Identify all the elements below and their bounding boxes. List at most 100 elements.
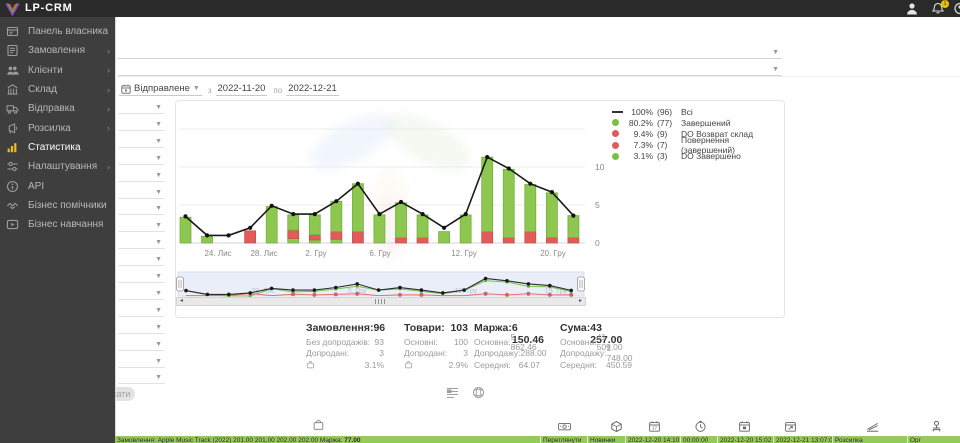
- side-filter-select-7[interactable]: ▼: [118, 199, 165, 216]
- scroll-left-icon[interactable]: ◂: [179, 298, 183, 304]
- legend-item[interactable]: 3.1% (3) DO Завершено: [612, 151, 784, 162]
- side-filter-select-11[interactable]: ▼: [118, 267, 165, 283]
- svg-text:24. Лис: 24. Лис: [204, 249, 231, 258]
- chart-navigator[interactable]: 28. Лис 5. Гру 12. Гру 19. Гру: [176, 270, 588, 298]
- section-divider: [115, 76, 960, 77]
- user-icon[interactable]: [905, 2, 919, 15]
- summary-group-4: Сума: 43 257.00 Основна: 41 509.00 Допродажу…: [560, 322, 633, 371]
- summary-row-value: 3: [463, 348, 468, 359]
- sidebar-item-owner-panel[interactable]: Панель власника: [0, 22, 115, 41]
- app-logo[interactable]: LP-CRM: [5, 1, 73, 16]
- legend-percent: 100%: [631, 106, 653, 117]
- summary-title: Товари:: [404, 322, 445, 334]
- svg-text:12. Гру: 12. Гру: [455, 288, 478, 295]
- summary-row-value: 1 748.00: [606, 343, 633, 364]
- summary-row-label: Середня:: [560, 359, 597, 370]
- summary-row-label: Основна:: [560, 336, 597, 347]
- side-filter-select-1[interactable]: ▼: [118, 98, 165, 114]
- chart-steps-icon: [866, 420, 879, 433]
- sphere-icon[interactable]: [472, 386, 485, 399]
- orders-icon: [6, 44, 20, 57]
- top-filter-select-1[interactable]: ▼: [118, 40, 782, 59]
- svg-text:10: 10: [595, 162, 605, 172]
- sidebar-item-label: API: [28, 180, 45, 192]
- legend-percent: 9.4%: [633, 128, 653, 139]
- bag-icon: [312, 418, 325, 431]
- banknote-icon: [558, 420, 571, 433]
- legend-item[interactable]: 9.4% (9) DO Возврат склад: [612, 128, 784, 139]
- sidebar-item-mailing[interactable]: Розсилка ›: [0, 118, 115, 137]
- chevron-down-icon: ▼: [155, 289, 162, 297]
- side-filter-select-2[interactable]: ▼: [118, 115, 165, 131]
- scroll-grip[interactable]: [375, 299, 386, 304]
- side-filter-select-15[interactable]: ▼: [118, 335, 165, 351]
- chevron-down-icon: ▼: [155, 154, 162, 162]
- summary-row-value: 288.00: [520, 348, 547, 359]
- sidebar-item-label: Панель власника: [28, 26, 109, 38]
- chevron-down-icon: ▼: [155, 171, 162, 179]
- logo-text: LP-CRM: [25, 2, 73, 14]
- side-filter-select-4[interactable]: ▼: [118, 149, 165, 165]
- table-cell: Орг: [907, 436, 960, 443]
- date-to-input[interactable]: 2022-12-21: [286, 83, 339, 96]
- side-filter-select-10[interactable]: ▼: [118, 250, 165, 267]
- side-filter-select-12[interactable]: ▼: [118, 284, 165, 300]
- side-filter-select-6[interactable]: ▼: [118, 183, 165, 199]
- top-filter-select-2[interactable]: ▼: [118, 57, 782, 76]
- side-filter-select-8[interactable]: ▼: [118, 216, 165, 233]
- profile-icon[interactable]: [953, 2, 960, 15]
- sidebar-item-orders[interactable]: Замовлення ›: [0, 41, 115, 60]
- clients-icon: [6, 64, 20, 77]
- sidebar-item-biz-training[interactable]: Бізнес навчання: [0, 215, 115, 234]
- calendar-icon: 17: [648, 420, 661, 433]
- table-settings-icon[interactable]: [446, 386, 459, 399]
- chevron-down-icon: ▼: [155, 188, 162, 196]
- side-filter-select-5[interactable]: ▼: [118, 166, 165, 182]
- table-row[interactable]: Замовлення: Apple Music Track (2022) 201…: [115, 436, 960, 443]
- navigator-handle[interactable]: [176, 276, 184, 292]
- side-filter-select-17[interactable]: ▼: [118, 368, 165, 385]
- sidebar-item-label: Налаштування: [28, 161, 98, 173]
- table-cell: 2022-12-20 15:02:00: [717, 436, 773, 443]
- side-filter-select-16[interactable]: ▼: [118, 352, 165, 368]
- sidebar-item-label: Відправка: [28, 103, 75, 115]
- training-icon: [6, 218, 20, 231]
- user-node-icon: [930, 420, 943, 433]
- order-row-summary: Замовлення: Apple Music Track (2022) 201…: [117, 437, 361, 443]
- table-cell: 00:00:00: [680, 436, 717, 443]
- summary-row-value: 2.9%: [448, 359, 468, 370]
- legend-item[interactable]: 80.2% (77) Завершений: [612, 117, 784, 128]
- navigator-handle[interactable]: [577, 276, 585, 292]
- scroll-right-icon[interactable]: ▸: [578, 298, 582, 304]
- top-bar: LP-CRM 1: [0, 0, 960, 17]
- legend-label: DO Возврат склад: [681, 128, 754, 139]
- sidebar-item-shipping[interactable]: Відправка ›: [0, 99, 115, 118]
- sidebar-item-label: Склад: [28, 84, 57, 96]
- sidebar-item-warehouse[interactable]: Склад ›: [0, 80, 115, 99]
- legend-marker: [612, 130, 625, 138]
- chart-scrollbar[interactable]: ◂ ▸: [176, 297, 586, 306]
- legend-item[interactable]: 100% (96) Всі: [612, 106, 784, 117]
- warehouse-icon: [6, 83, 20, 96]
- side-filter-select-14[interactable]: ▼: [118, 318, 165, 334]
- chevron-down-icon: ▼: [155, 239, 162, 247]
- sidebar-item-settings[interactable]: Налаштування ›: [0, 157, 115, 176]
- sidebar-item-statistics[interactable]: Статистика: [0, 138, 115, 157]
- side-filter-select-3[interactable]: ▼: [118, 132, 165, 148]
- legend-percent: 3.1%: [633, 151, 653, 162]
- side-filter-select-13[interactable]: ▼: [118, 301, 165, 317]
- chevron-right-icon: ›: [107, 103, 110, 114]
- date-field-select[interactable]: Відправлене ▼: [119, 83, 202, 96]
- legend-marker: [612, 152, 625, 160]
- table-cell: Новинки: [587, 436, 625, 443]
- sidebar-item-biz-helpers[interactable]: Бізнес помічники: [0, 196, 115, 215]
- summary-group-1: Замовлення: 96 Без допродажів: 93 Допродані:…: [306, 322, 385, 371]
- sidebar-item-api[interactable]: API: [0, 176, 115, 195]
- date-from-input[interactable]: 2022-11-20: [215, 83, 268, 96]
- chevron-down-icon: ▼: [155, 340, 162, 348]
- summary-row-value: 3.1%: [364, 359, 384, 370]
- legend-item[interactable]: 7.3% (7) Повернення (завершений): [612, 135, 784, 155]
- sidebar-item-clients[interactable]: Клієнти ›: [0, 61, 115, 80]
- side-filter-select-9[interactable]: ▼: [118, 233, 165, 250]
- sidebar-item-label: Статистика: [28, 141, 81, 153]
